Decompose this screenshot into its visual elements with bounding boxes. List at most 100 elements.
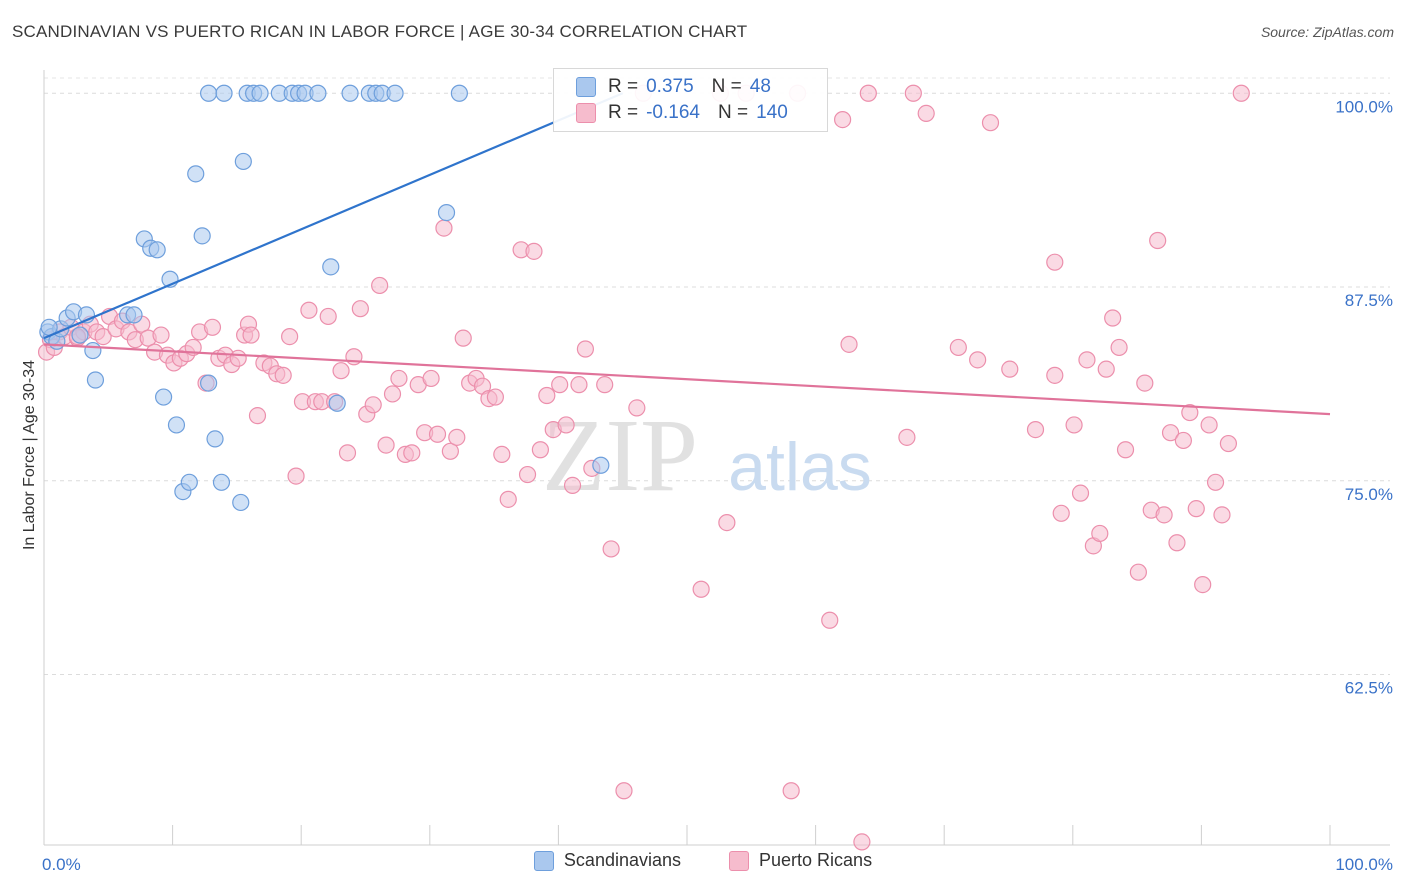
legend-label-puerto-ricans: Puerto Ricans [759, 850, 873, 870]
chart-title: SCANDINAVIAN VS PUERTO RICAN IN LABOR FO… [12, 22, 748, 41]
puerto-rican-point-129 [1168, 534, 1186, 552]
scandinavian-point-31 [251, 84, 269, 102]
scandinavian-point-19 [180, 473, 198, 491]
puerto-rican-point-39 [274, 366, 292, 384]
legend-n-label: N = [711, 76, 742, 97]
trend-line-puerto-rican [43, 343, 1331, 416]
puerto-rican-point-131 [1181, 403, 1199, 422]
puerto-rican-point-65 [441, 442, 459, 460]
puerto-rican-point-66 [448, 428, 466, 446]
y-tick-label-2: 87.5% [1345, 291, 1393, 310]
puerto-rican-point-88 [602, 540, 620, 558]
puerto-rican-point-110 [1026, 421, 1045, 439]
scandinavian-point-14 [148, 241, 166, 259]
puerto-rican-point-98 [821, 611, 839, 629]
legend-r-label: R = [608, 102, 639, 123]
puerto-rican-point-54 [371, 276, 389, 295]
legend-r-label: R = [608, 76, 639, 97]
puerto-rican-point-79 [538, 386, 556, 405]
puerto-rican-point-78 [531, 441, 549, 459]
legend-swatch-scandinavians [533, 850, 554, 871]
puerto-rican-point-135 [1206, 473, 1225, 491]
y-tick-label-1: 75.0% [1345, 485, 1393, 504]
puerto-rican-point-51 [351, 300, 369, 318]
puerto-rican-point-73 [493, 445, 511, 463]
legend-row-scandinavian: R = 0.375 N = 48 [576, 75, 789, 99]
legend-item-scandinavians[interactable]: Scandinavians [533, 850, 682, 871]
legend-r-value-scandinavian: 0.375 [646, 76, 694, 97]
puerto-rican-point-132 [1187, 500, 1205, 518]
puerto-rican-point-57 [390, 369, 408, 388]
puerto-rican-point-120 [1104, 309, 1122, 327]
puerto-rican-point-53 [364, 396, 382, 414]
scandinavian-point-8 [84, 341, 102, 360]
puerto-rican-point-113 [1052, 504, 1070, 522]
legend-row-puerto-rican: R = -0.164 N = 140 [576, 101, 806, 125]
scandinavian-point-11 [125, 306, 143, 324]
puerto-rican-point-102 [859, 84, 877, 102]
puerto-rican-point-43 [300, 301, 318, 319]
tick-labels: 62.5% 75.0% 87.5% 100.0% 0.0% 100.0% [42, 97, 1393, 874]
puerto-rican-point-63 [428, 425, 447, 443]
puerto-rican-point-107 [969, 351, 987, 369]
puerto-rican-point-94 [718, 513, 736, 532]
puerto-rican-point-81 [551, 376, 569, 394]
puerto-rican-point-127 [1155, 506, 1173, 524]
puerto-rican-point-112 [1046, 366, 1064, 384]
puerto-rican-point-105 [917, 104, 935, 123]
scandinavian-point-38 [328, 394, 346, 412]
puerto-rican-point-40 [281, 328, 299, 346]
puerto-rican-point-62 [422, 369, 440, 388]
puerto-rican-point-138 [1232, 84, 1250, 102]
puerto-rican-point-56 [383, 385, 402, 403]
legend-n-label: N = [717, 102, 749, 123]
puerto-rican-point-134 [1200, 416, 1218, 434]
puerto-rican-point-92 [692, 580, 710, 598]
scandinavian-point-17 [167, 416, 186, 434]
scandinavian-point-46 [592, 456, 610, 474]
puerto-rican-point-31 [229, 349, 247, 367]
scandinavian-point-45 [450, 84, 468, 102]
puerto-rican-point-101 [853, 833, 871, 851]
puerto-rican-point-136 [1213, 506, 1231, 524]
legend-n-value-scandinavian: 48 [749, 76, 771, 97]
scandinavian-point-23 [206, 430, 224, 448]
puerto-rican-point-48 [332, 362, 350, 380]
watermark-zip: ZIP [542, 398, 698, 513]
scandinavian-point-6 [71, 326, 89, 344]
puerto-rican-point-72 [486, 388, 504, 406]
legend-swatch-puerto-rican [576, 103, 596, 123]
puerto-rican-point-115 [1071, 484, 1090, 502]
series-legend: Scandinavians Puerto Ricans [0, 850, 1406, 871]
puerto-rican-point-124 [1136, 374, 1154, 392]
y-tick-label-0: 62.5% [1345, 679, 1393, 698]
scandinavian-point-26 [234, 152, 252, 171]
scandinavian-point-21 [193, 227, 211, 245]
scandinavian-point-15 [154, 388, 173, 406]
puerto-rican-point-19 [152, 326, 170, 344]
puerto-rican-point-103 [898, 428, 916, 446]
puerto-rican-point-27 [203, 318, 222, 336]
legend-item-puerto-ricans[interactable]: Puerto Ricans [729, 850, 872, 871]
legend-n-value-puerto-rican: 140 [756, 102, 788, 123]
puerto-rican-point-46 [319, 307, 337, 326]
y-tick-label-3: 100.0% [1335, 97, 1393, 116]
watermark: ZIP atlas [542, 398, 872, 513]
scandinavian-point-27 [200, 84, 218, 102]
scandinavian-point-20 [187, 165, 205, 183]
puerto-rican-point-10 [94, 328, 112, 346]
scandinavian-point-22 [200, 374, 218, 392]
puerto-rican-points [37, 84, 1250, 851]
puerto-rican-point-126 [1149, 231, 1167, 250]
puerto-rican-point-114 [1065, 416, 1083, 434]
scandinavian-point-24 [212, 473, 231, 491]
puerto-rican-point-137 [1219, 434, 1238, 453]
trend-lines [43, 92, 1331, 416]
puerto-rican-point-76 [518, 465, 537, 484]
puerto-rican-point-133 [1194, 575, 1212, 594]
legend-label-scandinavians: Scandinavians [563, 850, 682, 870]
axes [43, 70, 1390, 846]
scandinavian-point-44 [437, 204, 456, 222]
legend-swatch-puerto-ricans [729, 850, 750, 871]
